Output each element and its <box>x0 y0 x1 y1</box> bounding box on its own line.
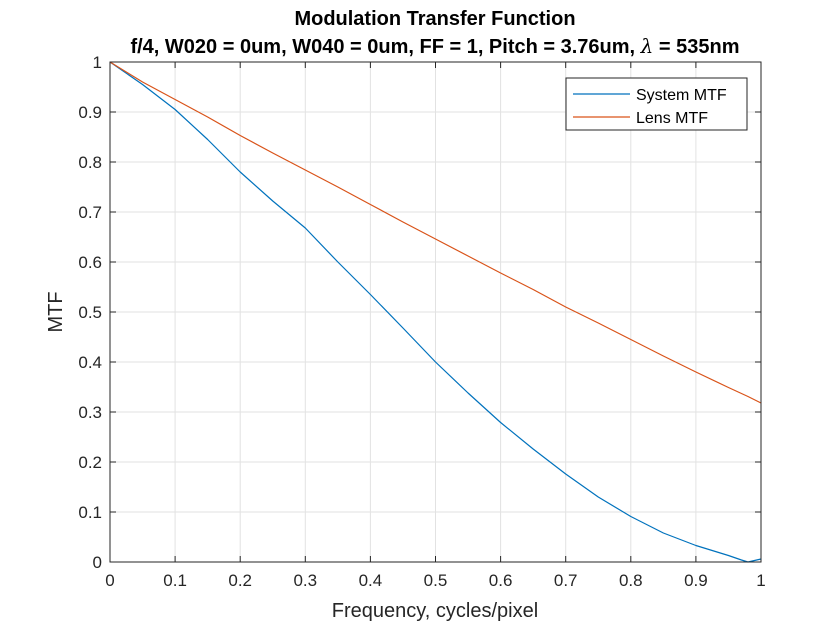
chart-title: Modulation Transfer Function <box>294 8 575 30</box>
y-tick-label: 0.6 <box>78 253 102 272</box>
legend-label-system-mtf: System MTF <box>636 87 727 104</box>
x-tick-label: 1 <box>756 571 765 590</box>
y-tick-label: 0.8 <box>78 153 102 172</box>
x-tick-label: 0.6 <box>489 571 513 590</box>
legend: System MTF Lens MTF <box>565 77 748 131</box>
series-lines <box>109 61 762 563</box>
y-tick-label: 0.7 <box>78 203 102 222</box>
x-tick-label: 0.8 <box>619 571 643 590</box>
x-tick-label: 0.3 <box>293 571 317 590</box>
y-tick-label: 0.5 <box>78 303 102 322</box>
x-tick-label: 0.4 <box>359 571 383 590</box>
x-tick-label: 0 <box>105 571 114 590</box>
subtitle-part-3: = 535nm <box>653 36 739 58</box>
x-tick-label: 0.7 <box>554 571 578 590</box>
tick-labels: 0 0.1 0.2 0.3 0.4 0.5 0.6 0.7 0.8 0.9 1 0 0.1 0.2 0.3 0… <box>78 53 765 590</box>
y-tick-label: 0.1 <box>78 503 102 522</box>
y-tick-label: 0.2 <box>78 453 102 472</box>
x-tick-label: 0.2 <box>228 571 252 590</box>
series-line-lens-mtf <box>109 61 762 404</box>
y-tick-label: 0.9 <box>78 103 102 122</box>
subtitle-lambda-symbol: λ <box>640 34 654 58</box>
subtitle-part-1: f/4, W020 = 0um, W040 = 0um, FF = 1, Pit… <box>130 36 640 58</box>
y-tick-label: 0.3 <box>78 403 102 422</box>
y-tick-label: 0 <box>93 553 102 572</box>
chart-subtitle: f/4, W020 = 0um, W040 = 0um, FF = 1, Pit… <box>130 34 739 58</box>
y-axis-label: MTF <box>45 291 67 332</box>
x-tick-label: 0.9 <box>684 571 708 590</box>
x-tick-label: 0.5 <box>424 571 448 590</box>
x-tick-label: 0.1 <box>163 571 187 590</box>
x-axis-label: Frequency, cycles/pixel <box>332 600 538 622</box>
y-tick-label: 1 <box>93 53 102 72</box>
y-tick-label: 0.4 <box>78 353 102 372</box>
tick-marks <box>109 61 762 563</box>
series-line-system-mtf <box>109 61 762 563</box>
legend-label-lens-mtf: Lens MTF <box>636 110 708 127</box>
legend-box <box>565 77 748 131</box>
